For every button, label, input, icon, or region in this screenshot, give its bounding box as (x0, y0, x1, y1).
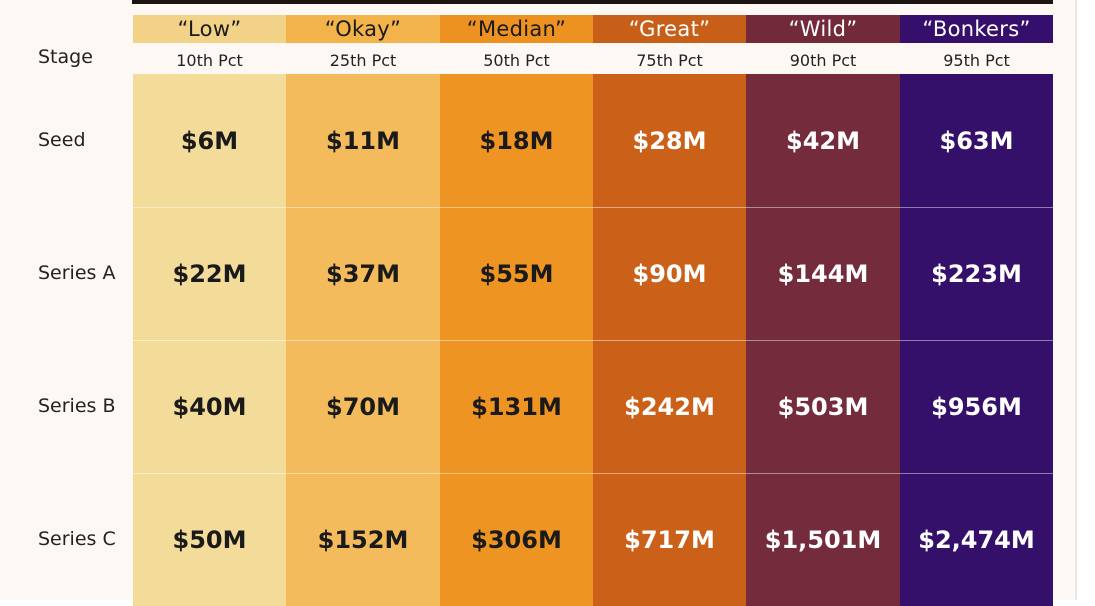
column-percentile: 25th Pct (329, 50, 397, 70)
value-cell: $6M (133, 74, 286, 207)
stage-label: Series A (38, 261, 116, 284)
value-cell: $70M (286, 340, 440, 473)
column-header: “Great” (593, 15, 746, 43)
value-cell: $18M (440, 74, 593, 207)
column-header: “Median” (440, 15, 593, 43)
value-cell: $956M (900, 340, 1053, 473)
row-divider (133, 473, 1053, 474)
column-header: “Wild” (746, 15, 900, 43)
value-cell: $11M (286, 74, 440, 207)
value-cell: $2,474M (900, 473, 1053, 606)
column-header: “Bonkers” (900, 15, 1053, 43)
column-percentile: 75th Pct (636, 50, 703, 70)
value-cell: $717M (593, 473, 746, 606)
row-divider (133, 207, 1053, 208)
value-cell: $223M (900, 207, 1053, 340)
value-cell: $152M (286, 473, 440, 606)
value-cell: $1,501M (746, 473, 900, 606)
stage-label: Series B (38, 394, 116, 417)
value-cell: $55M (440, 207, 593, 340)
stage-label: Series C (38, 527, 116, 550)
value-cell: $63M (900, 74, 1053, 207)
row-divider (133, 340, 1053, 341)
column-header: “Okay” (286, 15, 440, 43)
frame-edge (1075, 0, 1077, 600)
value-cell: $503M (746, 340, 900, 473)
value-cell: $90M (593, 207, 746, 340)
value-cell: $37M (286, 207, 440, 340)
stage-label: Seed (38, 128, 86, 151)
column-percentile: 95th Pct (943, 50, 1010, 70)
value-cell: $22M (133, 207, 286, 340)
row-header-label: Stage (38, 46, 93, 68)
cropped-title-bar (132, 0, 1053, 4)
value-cell: $144M (746, 207, 900, 340)
value-cell: $28M (593, 74, 746, 207)
value-cell: $50M (133, 473, 286, 606)
value-cell: $42M (746, 74, 900, 207)
column-percentile: 50th Pct (483, 50, 550, 70)
value-cell: $306M (440, 473, 593, 606)
value-cell: $40M (133, 340, 286, 473)
column-percentile: 10th Pct (176, 50, 243, 70)
column-header: “Low” (133, 15, 286, 43)
column-percentile: 90th Pct (789, 50, 857, 70)
value-cell: $131M (440, 340, 593, 473)
value-cell: $242M (593, 340, 746, 473)
